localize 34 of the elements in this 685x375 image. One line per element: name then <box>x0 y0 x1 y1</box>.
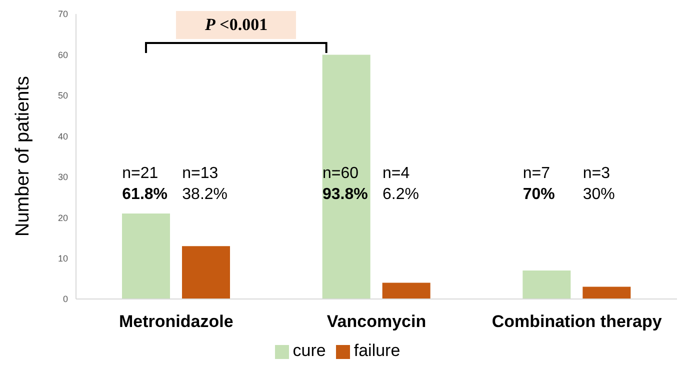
annotation: 61.8% <box>122 186 168 204</box>
annotation: n=3 <box>582 165 610 184</box>
annotation: n=4 <box>382 165 410 184</box>
x-tick-label: Combination therapy <box>492 312 662 332</box>
annotation: 93.8% <box>322 186 368 204</box>
annotation: n=13 <box>182 165 218 184</box>
annotation: 70% <box>522 186 555 204</box>
bar <box>522 270 571 299</box>
legend-label: cure <box>292 341 326 360</box>
y-tick-label: 30 <box>58 172 68 182</box>
bar <box>382 282 430 299</box>
bar <box>122 214 170 299</box>
y-tick-label: 70 <box>58 9 68 20</box>
bar <box>182 246 230 299</box>
y-tick-label: 10 <box>58 253 68 264</box>
annotation: n=60 <box>322 165 359 184</box>
label-box: P <0.001 <box>176 10 296 38</box>
y-tick-label: 60 <box>58 50 68 60</box>
annotation: 6.2% <box>382 186 419 204</box>
y-tick-label: 0 <box>62 294 68 304</box>
annotation: 38.2% <box>182 186 228 204</box>
annotation: n=7 <box>522 165 550 184</box>
x-tick-label: Vancomycin <box>326 312 426 332</box>
y-tick-label: 20 <box>58 212 68 223</box>
annotation: 30% <box>582 186 615 204</box>
y-tick-label: 50 <box>58 90 68 101</box>
y-axis-title: Number of patients <box>12 76 34 236</box>
annotation: n=21 <box>122 165 158 184</box>
y-tick-label: 40 <box>58 131 68 142</box>
annotation: P <0.001 <box>205 14 268 34</box>
bar <box>582 286 631 299</box>
x-tick-label: Metronidazole <box>119 312 234 332</box>
bar <box>322 54 370 299</box>
legend-label: failure <box>354 341 400 360</box>
